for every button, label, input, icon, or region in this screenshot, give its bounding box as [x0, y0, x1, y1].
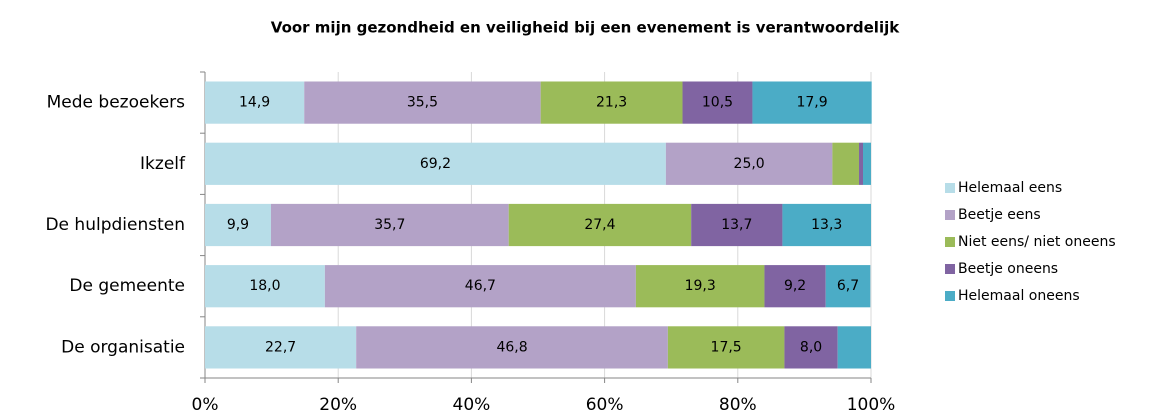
x-tick-label: 0% [192, 395, 219, 415]
bar-segment [665, 142, 833, 185]
data-label: 10,5 [702, 95, 733, 111]
legend-swatch [945, 237, 955, 247]
legend-label: Beetje eens [958, 207, 1041, 223]
bar-segment [304, 81, 541, 124]
x-tick-label: 100% [847, 395, 896, 415]
bar-segment [832, 142, 860, 185]
y-tick-label: Ikzelf [140, 154, 186, 174]
legend-label: Niet eens/ niet oneens [958, 234, 1116, 250]
x-tick-label: 60% [586, 395, 624, 415]
y-tick-label: Mede bezoekers [47, 93, 186, 113]
bar-segment [764, 265, 826, 308]
bar-segment [784, 326, 838, 369]
bar-segment [205, 81, 305, 124]
data-label: 69,2 [420, 156, 451, 172]
bar-segment [691, 203, 783, 247]
bar-segment [205, 142, 666, 185]
bar-segment [752, 81, 872, 124]
bar-segment [837, 326, 871, 369]
bar-segment [205, 265, 325, 308]
bar-segment [540, 81, 683, 124]
data-label: 35,5 [407, 95, 438, 111]
data-label: 46,8 [496, 339, 527, 355]
bar-segment [825, 265, 871, 308]
data-label: 17,9 [796, 95, 827, 111]
bar-segment [205, 203, 271, 247]
legend-swatch [945, 264, 955, 274]
bar-segment [356, 326, 668, 369]
x-tick-label: 40% [453, 395, 491, 415]
data-label: 9,9 [227, 217, 249, 233]
y-tick-label: De organisatie [61, 337, 185, 357]
bar-segment [508, 203, 692, 247]
x-tick-label: 80% [719, 395, 757, 415]
chart-title: Voor mijn gezondheid en veiligheid bij e… [271, 19, 900, 37]
legend-label: Beetje oneens [958, 261, 1058, 277]
legend-label: Helemaal eens [958, 180, 1062, 196]
bar-segment [682, 81, 753, 124]
bar-segment [324, 265, 636, 308]
y-tick-label: De hulpdiensten [45, 215, 185, 235]
bar-segment [863, 142, 871, 185]
data-label: 27,4 [584, 217, 615, 233]
x-tick-label: 20% [319, 395, 357, 415]
data-label: 6,7 [837, 278, 859, 294]
data-label: 13,7 [721, 217, 752, 233]
bar-segment [782, 203, 871, 247]
data-label: 22,7 [265, 339, 296, 355]
legend-swatch [945, 183, 955, 193]
data-label: 21,3 [596, 95, 627, 111]
legend-swatch [945, 291, 955, 301]
data-label: 8,0 [800, 339, 822, 355]
data-label: 9,2 [784, 278, 806, 294]
bar-segment [270, 203, 509, 247]
data-label: 18,0 [249, 278, 280, 294]
data-label: 35,7 [374, 217, 405, 233]
data-label: 46,7 [465, 278, 496, 294]
data-label: 19,3 [685, 278, 716, 294]
data-label: 25,0 [734, 156, 765, 172]
legend-swatch [945, 210, 955, 220]
data-label: 14,9 [239, 95, 270, 111]
bar-segment [205, 326, 357, 369]
data-label: 13,3 [811, 217, 842, 233]
data-label: 17,5 [711, 339, 742, 355]
legend-label: Helemaal oneens [958, 288, 1080, 304]
bar-segment [859, 142, 864, 185]
y-tick-label: De gemeente [69, 276, 185, 296]
bar-segment [635, 265, 765, 308]
bar-segment [667, 326, 785, 369]
